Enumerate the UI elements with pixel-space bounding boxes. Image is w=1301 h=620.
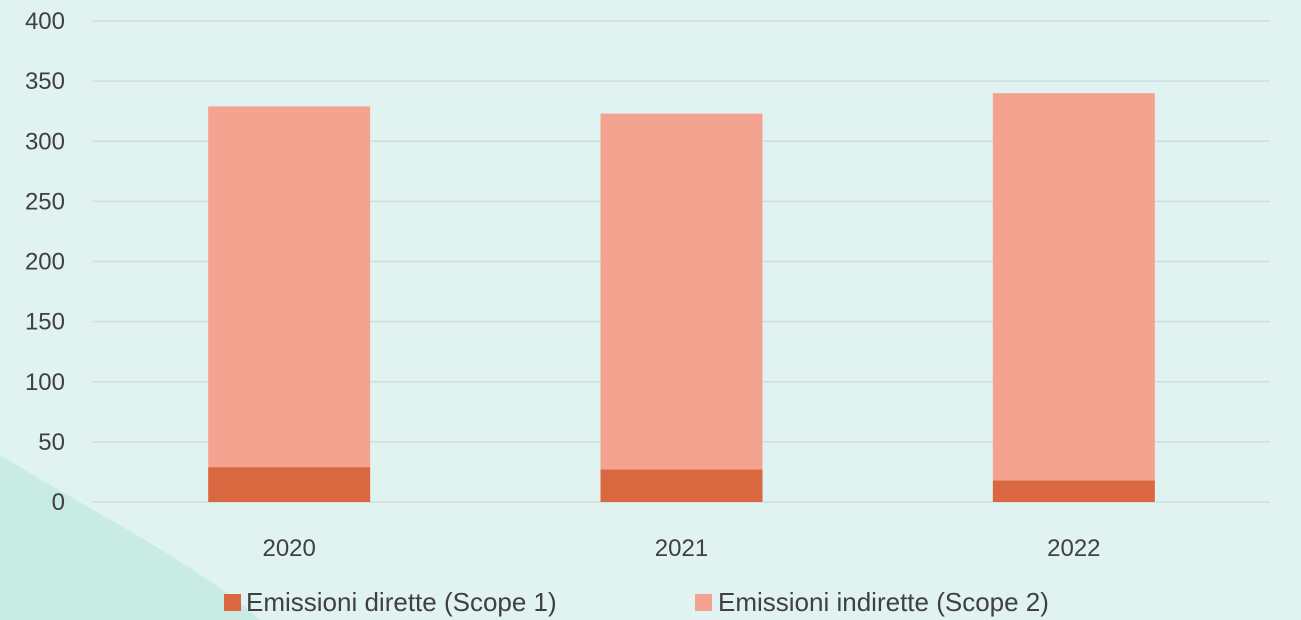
y-tick-label: 350	[25, 68, 65, 95]
x-tick-label: 2022	[1047, 535, 1100, 562]
y-tick-label: 200	[25, 249, 65, 276]
bar-2022-series-2	[992, 93, 1155, 481]
x-tick-label: 2020	[262, 535, 315, 562]
legend-label-series-2: Emissioni indirette (Scope 2)	[718, 587, 1049, 617]
y-tick-label: 0	[52, 489, 65, 516]
bar-2021-series-2	[600, 113, 763, 470]
bar-2021-series-1	[600, 469, 763, 502]
y-tick-label: 100	[25, 369, 65, 396]
x-tick-label: 2021	[655, 535, 708, 562]
y-tick-label: 50	[38, 429, 65, 456]
legend-swatch-series-2	[695, 594, 712, 611]
y-tick-label: 150	[25, 309, 65, 336]
y-tick-label: 400	[25, 8, 65, 35]
bar-2020-series-2	[208, 106, 371, 468]
legend-label-series-1: Emissioni dirette (Scope 1)	[246, 587, 557, 617]
x-axis-tick-labels: 2020 2021 2022	[262, 535, 1100, 562]
y-tick-label: 250	[25, 188, 65, 215]
legend-swatch-series-1	[224, 594, 241, 611]
y-tick-label: 300	[25, 128, 65, 155]
bar-2020-series-1	[208, 467, 371, 502]
y-axis-tick-labels: 0 50 100 150 200 250 300 350 400	[25, 8, 65, 516]
bars	[208, 93, 1155, 502]
bar-2022-series-1	[992, 480, 1155, 502]
background-wave-decoration	[0, 455, 260, 620]
legend: Emissioni dirette (Scope 1) Emissioni ind…	[224, 587, 1049, 617]
